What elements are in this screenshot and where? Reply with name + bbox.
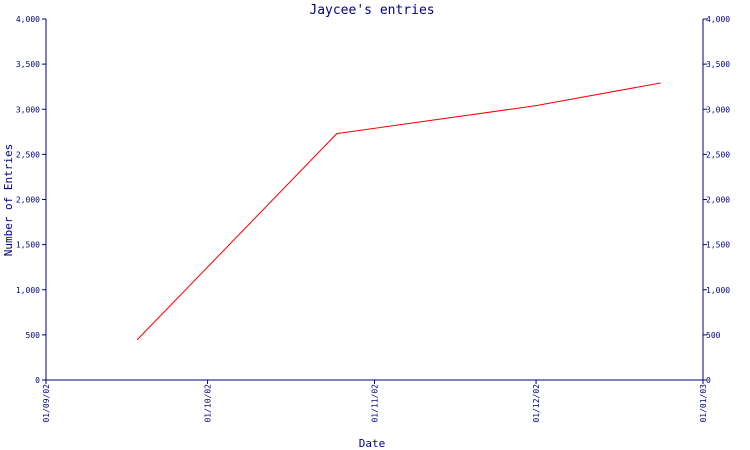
x-ticks: 01/09/02 01/10/02 01/11/02 01/12/02 01/01/03 bbox=[42, 380, 708, 423]
x-tick-label: 01/09/02 bbox=[42, 384, 51, 423]
y-ticks-left: 0 500 1,000 1,500 2,000 2,500 3,000 3,500 4,000 bbox=[16, 15, 46, 385]
y-tick-label-left: 3,000 bbox=[16, 105, 40, 114]
y-tick-label-left: 1,000 bbox=[16, 286, 40, 295]
data-point bbox=[336, 133, 338, 135]
x-tick-label: 01/12/02 bbox=[532, 384, 541, 423]
y-tick-label-right: 0 bbox=[706, 376, 711, 385]
y-tick-label-left: 1,500 bbox=[16, 241, 40, 250]
x-tick-label: 01/11/02 bbox=[371, 384, 380, 423]
x-axis-title: Date bbox=[359, 437, 386, 450]
y-axis-title: Number of Entries bbox=[2, 144, 15, 257]
y-tick-label-right: 4,000 bbox=[706, 15, 730, 24]
y-tick-label-right: 2,500 bbox=[706, 150, 730, 159]
axes bbox=[45, 19, 704, 381]
y-tick-label-right: 1,500 bbox=[706, 241, 730, 250]
x-tick-label: 01/01/03 bbox=[699, 384, 708, 423]
y-tick-label-right: 3,000 bbox=[706, 105, 730, 114]
y-tick-label-left: 2,000 bbox=[16, 196, 40, 205]
y-tick-label-left: 500 bbox=[26, 331, 41, 340]
y-tick-label-right: 1,000 bbox=[706, 286, 730, 295]
chart-title: Jaycee's entries bbox=[309, 3, 434, 18]
y-tick-label-left: 3,500 bbox=[16, 60, 40, 69]
series-group bbox=[136, 82, 661, 340]
series-line bbox=[137, 82, 661, 340]
data-point bbox=[659, 82, 661, 84]
y-tick-label-left: 0 bbox=[35, 376, 40, 385]
y-tick-label-right: 2,000 bbox=[706, 196, 730, 205]
y-tick-label-right: 3,500 bbox=[706, 60, 730, 69]
data-point bbox=[136, 338, 139, 340]
y-tick-label-left: 2,500 bbox=[16, 150, 40, 159]
y-ticks-right: 0 500 1,000 1,500 2,000 2,500 3,000 3,500 4,000 bbox=[703, 15, 730, 385]
data-point bbox=[535, 105, 537, 107]
x-tick-label: 01/10/02 bbox=[204, 384, 213, 423]
y-tick-label-left: 4,000 bbox=[16, 15, 40, 24]
y-tick-label-right: 500 bbox=[706, 331, 721, 340]
